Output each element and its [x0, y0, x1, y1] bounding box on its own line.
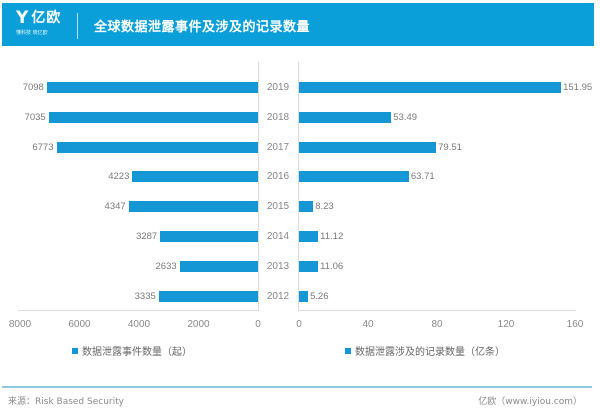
- right-bar: [299, 201, 314, 213]
- right-bar-value: 5.26: [310, 290, 329, 302]
- year-label: 2015: [266, 201, 290, 213]
- legend-swatch-icon: [345, 347, 351, 354]
- year-label: 2019: [266, 82, 290, 93]
- left-axis-tick: 0: [255, 319, 261, 330]
- left-bar: [132, 171, 258, 183]
- right-bar: [299, 82, 562, 93]
- logo-text: 亿欧: [31, 10, 62, 26]
- credit-text: 亿欧（www.iyiou.com）: [478, 397, 582, 407]
- legend-right: 数据泄露涉及的记录数量（亿条）: [345, 343, 505, 358]
- left-bar: [56, 141, 258, 153]
- left-axis-tick: 8000: [8, 319, 32, 330]
- left-bar: [48, 111, 258, 123]
- right-bar: [299, 141, 437, 153]
- year-label: 2018: [266, 111, 290, 123]
- chart-title: 全球数据泄露事件及涉及的记录数量: [94, 20, 311, 35]
- left-bar-value: 3335: [134, 290, 156, 302]
- legend-right-label: 数据泄露涉及的记录数量（亿条）: [355, 347, 505, 358]
- left-axis-tick: 4000: [127, 319, 151, 330]
- left-axis-tick: 2000: [187, 319, 210, 330]
- left-bar: [158, 290, 258, 302]
- left-bar-value: 2633: [155, 260, 177, 272]
- right-baseline: [298, 310, 576, 311]
- left-bar-value: 7035: [24, 111, 46, 123]
- header-divider: [77, 13, 78, 39]
- logo: Y 亿欧 懂科技 晓亿欧: [16, 9, 61, 37]
- left-bar: [160, 231, 258, 242]
- right-bar-value: 11.12: [320, 231, 344, 242]
- right-axis-tick: 120: [497, 319, 515, 330]
- left-axis-line: [258, 62, 259, 311]
- right-axis-tick: 0: [296, 319, 302, 330]
- footer-divider: [2, 386, 592, 388]
- right-axis-tick: 160: [566, 319, 584, 330]
- left-bar-value: 6773: [32, 141, 54, 153]
- right-axis-tick: 40: [362, 319, 374, 330]
- header-banner: Y 亿欧 懂科技 晓亿欧 全球数据泄露事件及涉及的记录数量: [2, 3, 594, 46]
- right-bar-value: 53.49: [393, 111, 418, 123]
- right-bar-value: 11.06: [320, 260, 344, 272]
- legend-left: 数据泄露事件数量（起）: [72, 343, 192, 358]
- right-bar: [299, 260, 319, 272]
- right-bar: [299, 111, 392, 123]
- year-label: 2012: [266, 290, 290, 302]
- right-bar: [299, 171, 409, 183]
- left-bar-value: 4223: [108, 171, 130, 183]
- left-bar: [46, 82, 258, 93]
- left-baseline: [18, 310, 258, 311]
- source-text: 来源：Risk Based Security: [8, 397, 124, 407]
- year-label: 2014: [266, 231, 290, 242]
- left-bar: [179, 260, 258, 272]
- left-bar-value: 7098: [22, 82, 44, 93]
- left-bar: [128, 201, 258, 213]
- right-bar-value: 79.51: [438, 141, 462, 153]
- year-label: 2017: [266, 141, 290, 153]
- left-bar-value: 3287: [136, 231, 158, 242]
- right-bar-value: 63.71: [410, 171, 435, 183]
- right-bar: [299, 231, 319, 242]
- logo-tagline: 懂科技 晓亿欧: [16, 30, 48, 36]
- legend-left-label: 数据泄露事件数量（起）: [82, 347, 192, 358]
- legend-swatch-icon: [72, 347, 78, 354]
- right-axis-tick: 80: [431, 319, 443, 330]
- right-axis-line: [298, 62, 299, 311]
- year-label: 2013: [266, 260, 290, 272]
- left-bar-value: 4347: [104, 201, 126, 213]
- left-axis-tick: 6000: [68, 319, 91, 330]
- year-label: 2016: [266, 171, 290, 183]
- logo-mark-icon: Y: [16, 8, 30, 28]
- right-bar: [299, 290, 309, 302]
- right-bar-value: 8.23: [315, 201, 334, 213]
- right-bar-value: 151.95: [563, 82, 593, 93]
